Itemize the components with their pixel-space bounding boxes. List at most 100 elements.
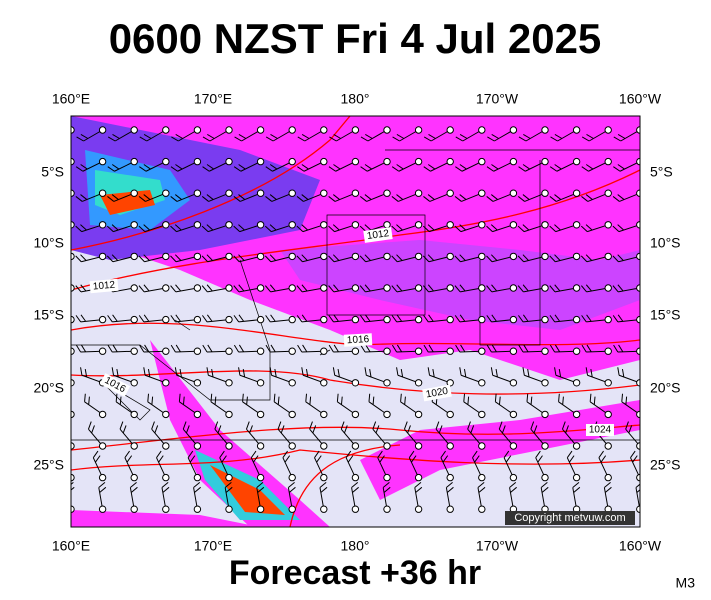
barb-station bbox=[572, 189, 581, 197]
barb-station bbox=[541, 379, 549, 387]
isobar-label-box bbox=[363, 227, 393, 243]
isobar bbox=[71, 116, 351, 251]
barb-station bbox=[604, 379, 612, 387]
barb-station bbox=[320, 221, 328, 229]
barb-station bbox=[256, 473, 265, 482]
barb-station bbox=[98, 410, 107, 419]
barb-station bbox=[541, 126, 549, 134]
barb-station bbox=[414, 284, 423, 292]
lat-label: 20°S bbox=[33, 380, 64, 396]
barb-station bbox=[193, 410, 202, 419]
barb-station bbox=[572, 157, 581, 166]
barb-station bbox=[193, 189, 202, 197]
barb-station bbox=[225, 221, 233, 229]
barb-station bbox=[414, 442, 423, 450]
barb-station bbox=[130, 221, 138, 229]
barb-station bbox=[256, 252, 265, 261]
isobar-label-text: 1012 bbox=[366, 228, 390, 242]
barb-station bbox=[383, 126, 391, 134]
barb-station bbox=[288, 379, 296, 387]
barb-station bbox=[288, 284, 296, 292]
barb-station bbox=[478, 410, 486, 419]
barb-station bbox=[414, 315, 423, 324]
barb-station bbox=[351, 157, 360, 166]
barb-station bbox=[256, 221, 265, 229]
isobar bbox=[71, 449, 640, 471]
isobar-label-box bbox=[586, 424, 614, 436]
barb-station bbox=[193, 284, 202, 292]
title: 0600 NZST Fri 4 Jul 2025 bbox=[109, 15, 602, 62]
barb-station bbox=[509, 347, 518, 355]
barb-station bbox=[193, 157, 202, 166]
barb-station bbox=[414, 189, 423, 197]
lon-label: 160°E bbox=[52, 538, 90, 554]
lon-label: 180° bbox=[341, 91, 370, 107]
barb-station bbox=[256, 347, 265, 355]
barb-station bbox=[288, 189, 296, 197]
barb-station bbox=[414, 126, 423, 134]
barb-station bbox=[414, 505, 423, 513]
barb-station bbox=[351, 284, 360, 292]
barb-station bbox=[130, 442, 138, 450]
barb-station bbox=[162, 379, 170, 387]
barb-station bbox=[193, 221, 202, 229]
barb-station bbox=[509, 315, 518, 324]
labels: 160°E 160°E 170°E 170°E 180° 180° 170°W 170°W 16… bbox=[33, 91, 680, 554]
barb-station bbox=[225, 379, 233, 387]
barb-station bbox=[225, 252, 233, 261]
barb-station bbox=[478, 473, 486, 482]
barb-station bbox=[130, 157, 138, 166]
barb-station bbox=[383, 221, 391, 229]
barb-station bbox=[509, 284, 518, 292]
barb-station bbox=[351, 505, 360, 513]
barb-station bbox=[604, 473, 612, 482]
barb-station bbox=[446, 442, 454, 450]
barb-station bbox=[572, 473, 581, 482]
barb-shaft bbox=[71, 224, 72, 233]
copyright-box bbox=[505, 511, 635, 525]
barb-station bbox=[225, 505, 233, 513]
lon-label: 170°E bbox=[194, 91, 232, 107]
lat-label: 5°S bbox=[41, 164, 64, 180]
barb-station bbox=[509, 442, 518, 450]
barb-station bbox=[446, 347, 454, 355]
barb-station bbox=[383, 442, 391, 450]
barb-station bbox=[541, 221, 549, 229]
barb-station bbox=[225, 126, 233, 134]
barb-station bbox=[288, 157, 296, 166]
barb-station bbox=[572, 347, 581, 355]
barb-station bbox=[130, 473, 138, 482]
barb-station bbox=[446, 505, 454, 513]
barb-station bbox=[288, 473, 296, 482]
barb-station bbox=[193, 442, 202, 450]
isobar bbox=[71, 370, 640, 395]
barb-station bbox=[193, 379, 202, 387]
barb-station bbox=[98, 126, 107, 134]
barb-station bbox=[130, 410, 138, 419]
barb-station bbox=[130, 315, 138, 324]
barb-station bbox=[225, 442, 233, 450]
lon-label: 160°W bbox=[619, 91, 662, 107]
barb-station bbox=[383, 157, 391, 166]
barb-station bbox=[320, 252, 328, 261]
barb-station bbox=[98, 347, 107, 355]
barb-station bbox=[225, 347, 233, 355]
barb-station bbox=[509, 379, 518, 387]
barb-station bbox=[604, 315, 612, 324]
barb-station bbox=[509, 157, 518, 166]
barb-station bbox=[288, 442, 296, 450]
barb-station bbox=[351, 379, 360, 387]
isobar-label: 1016 bbox=[343, 333, 373, 347]
footer-text: Forecast +36 hr bbox=[229, 554, 481, 592]
barb-station bbox=[351, 252, 360, 261]
lat-label: 5°S bbox=[650, 164, 673, 180]
barb-station bbox=[541, 252, 549, 261]
barb-station bbox=[320, 284, 328, 292]
barb-shaft bbox=[71, 344, 72, 353]
barb-station bbox=[130, 252, 138, 261]
isobar-label: 1024 bbox=[586, 424, 614, 436]
barb-station bbox=[98, 473, 107, 482]
barb-station bbox=[256, 379, 265, 387]
barb-station bbox=[478, 505, 486, 513]
barb-station bbox=[383, 284, 391, 292]
